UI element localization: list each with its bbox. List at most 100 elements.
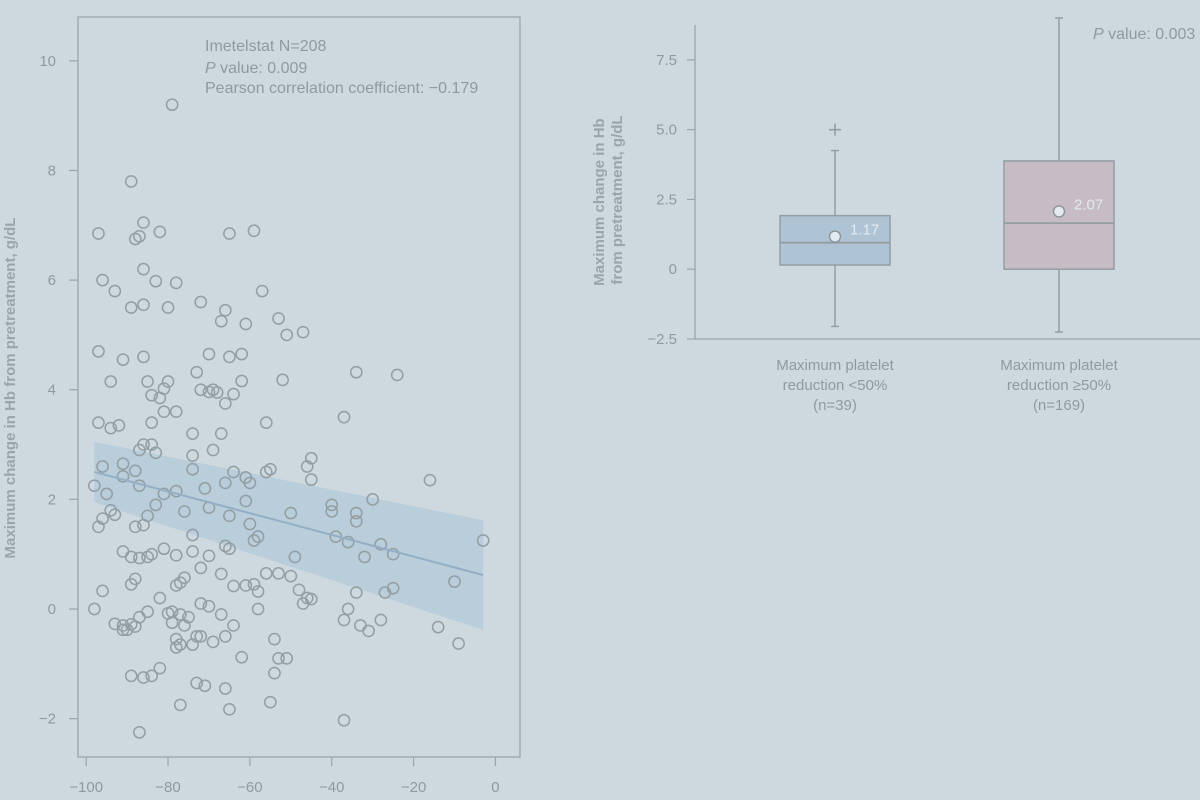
- scatter-point: [116, 353, 130, 366]
- scatter-point: [349, 586, 363, 599]
- scatter-point: [161, 375, 175, 388]
- scatter-point: [243, 517, 257, 531]
- scatter-point: [284, 506, 298, 520]
- boxplot-y-axis-label: Maximum change in Hb from pretreatment, …: [591, 114, 626, 286]
- scatter-point: [214, 567, 228, 581]
- scatter-point: [452, 637, 465, 650]
- scatter-point: [227, 387, 240, 401]
- scatter-point: [178, 571, 191, 585]
- mean-value-label: 2.07: [1074, 196, 1103, 213]
- scatter-point: [374, 613, 388, 627]
- scatter-point: [153, 661, 167, 675]
- category-label-line: reduction ≥50%: [1007, 377, 1111, 394]
- scatter-point: [325, 498, 339, 512]
- scatter-point: [137, 350, 150, 364]
- box-group-1: 1.17 Maximum platelet reduction <50% (n=39): [776, 123, 895, 414]
- scatter-point: [190, 365, 204, 379]
- scatter-point: [190, 676, 204, 690]
- scatter-point: [268, 666, 281, 680]
- scatter-point: [288, 550, 302, 564]
- y-tick-label: 2: [48, 491, 56, 508]
- outlier-marker: [829, 123, 841, 136]
- scatter-point: [202, 599, 216, 613]
- scatter-point: [255, 284, 269, 298]
- scatter-point: [272, 567, 285, 580]
- boxplot-y-tick-label: 5.0: [656, 122, 677, 139]
- scatter-point: [218, 476, 232, 490]
- scatter-point: [304, 473, 318, 486]
- scatter-point: [104, 503, 118, 517]
- scatter-point: [239, 579, 253, 592]
- boxplot-y-tick-label: 2.5: [656, 191, 677, 208]
- scatter-point: [390, 368, 404, 382]
- scatter-point: [386, 581, 400, 595]
- scatter-point: [133, 443, 146, 457]
- scatter-point: [349, 365, 363, 379]
- scatter-point: [92, 345, 105, 358]
- scatter-point: [272, 651, 285, 665]
- scatter-point: [264, 695, 277, 709]
- scatter-point: [227, 619, 240, 632]
- x-tick-label: −40: [319, 779, 344, 796]
- scatter-point: [145, 669, 159, 683]
- scatter-point: [186, 462, 199, 476]
- scatter-point: [96, 584, 109, 598]
- scatter-point: [133, 551, 146, 565]
- y-tick-label: −2: [39, 711, 56, 728]
- scatter-point: [149, 498, 163, 512]
- scatter-point: [251, 530, 265, 543]
- scatter-point: [292, 583, 306, 597]
- scatter-point: [145, 388, 159, 402]
- scatter-point: [247, 224, 261, 238]
- scatter-point: [145, 416, 159, 429]
- scatter-point: [186, 427, 199, 440]
- scatter-point: [223, 542, 236, 556]
- scatter-point: [448, 575, 461, 588]
- scatter-point: [137, 262, 150, 276]
- scatter-point: [202, 347, 216, 361]
- scatter-point: [349, 514, 363, 528]
- mean-value-label: 1.17: [850, 222, 879, 239]
- scatter-point: [161, 301, 175, 314]
- scatter-point: [243, 476, 257, 490]
- scatter-point: [186, 638, 199, 651]
- scatter-point: [173, 608, 187, 621]
- boxplot-panel: −2.5 0 2.5 5.0 7.5 1.17 Maximum platelet reduc…: [591, 17, 1200, 414]
- scatter-point: [116, 619, 130, 632]
- scatter-point: [133, 229, 146, 243]
- scatter-point: [362, 624, 375, 638]
- scatter-point: [124, 550, 138, 564]
- scatter-point: [169, 405, 183, 419]
- scatter-point: [349, 506, 363, 520]
- scatter-point: [206, 443, 220, 457]
- scatter-point: [141, 375, 154, 388]
- scatter-point: [157, 487, 171, 501]
- scatter-point: [210, 386, 224, 399]
- scatter-point: [358, 550, 371, 564]
- scatter-point: [186, 545, 199, 558]
- y-tick-label: 10: [39, 53, 56, 70]
- scatter-point: [194, 597, 208, 610]
- scatter-point: [116, 469, 130, 483]
- scatter-point: [157, 542, 171, 556]
- scatter-point: [341, 535, 355, 549]
- scatter-point: [88, 479, 101, 493]
- scatter-point: [280, 328, 294, 342]
- x-tick-label: −100: [69, 779, 103, 796]
- x-axis-ticks: −100 −80 −60 −40 −20 0: [69, 757, 500, 796]
- scatter-point: [124, 175, 138, 188]
- scatter-point: [141, 605, 154, 619]
- scatter-point: [104, 421, 118, 435]
- regression-line: [94, 470, 484, 576]
- scatter-point: [92, 227, 105, 240]
- scatter-point: [186, 528, 199, 542]
- boxplot-y-tick-label: 7.5: [656, 52, 677, 69]
- scatter-point: [137, 216, 150, 229]
- scatter-point: [235, 374, 249, 388]
- scatter-point: [157, 405, 171, 419]
- scatter-point: [272, 312, 285, 325]
- scatter-point: [431, 620, 445, 634]
- scatter-point: [206, 635, 220, 649]
- scatter-point: [202, 549, 216, 563]
